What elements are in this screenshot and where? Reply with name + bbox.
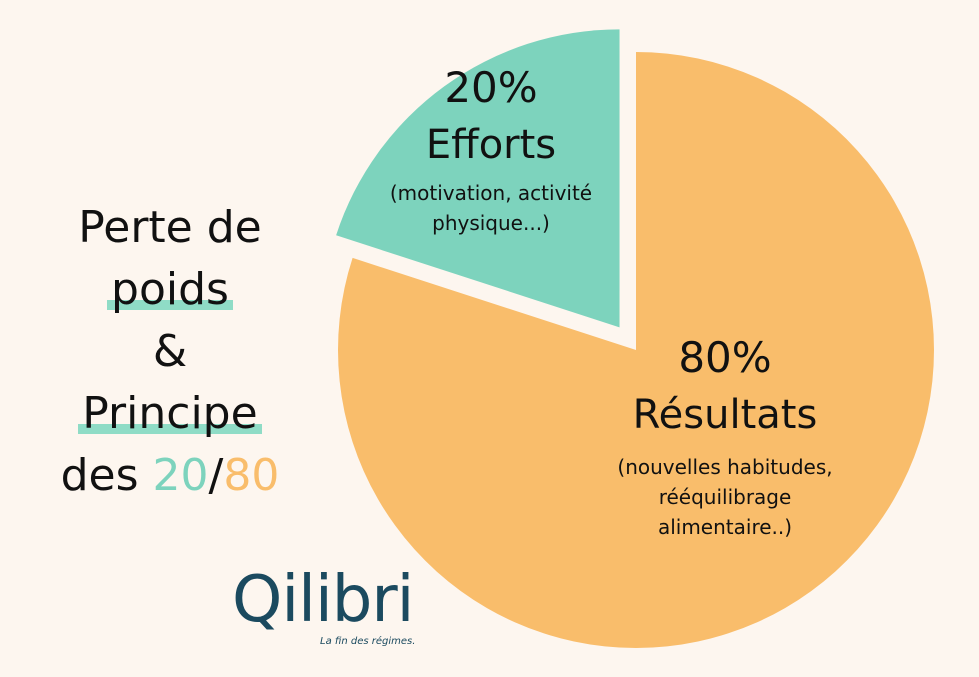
efforts-percent: 20% <box>444 63 538 112</box>
pie-slice-resultats <box>338 52 935 648</box>
qilibri-logo: Qilibri La fin des régimes. <box>232 560 422 660</box>
pie-slice-efforts <box>336 29 620 328</box>
title-prefix: des <box>60 450 153 501</box>
logo-tagline: La fin des régimes. <box>320 636 416 647</box>
title-line-5: des 20/80 <box>30 445 310 507</box>
resultats-percent: 80% <box>678 333 772 382</box>
logo-wordmark: Qilibri <box>232 563 414 637</box>
title-number-20: 20 <box>152 450 209 501</box>
resultats-category: Résultats <box>632 392 818 438</box>
title-slash: / <box>208 450 224 501</box>
title-number-80: 80 <box>223 450 280 501</box>
title-line-2: poids <box>107 264 233 315</box>
resultats-description: (nouvelles habitudes, rééquilibrage alim… <box>617 455 833 539</box>
title-line-4: Principe <box>78 388 262 439</box>
title-line-3: & <box>152 326 188 377</box>
title-line-1: Perte de <box>78 202 262 253</box>
efforts-slice-label: 20% Efforts (motivation, activité physiq… <box>356 60 626 238</box>
efforts-description: (motivation, activité physique...) <box>389 181 593 235</box>
resultats-slice-label: 80% Résultats (nouvelles habitudes, rééq… <box>590 330 860 542</box>
efforts-category: Efforts <box>425 122 557 168</box>
chart-title: Perte de poids & Principe des 20/80 <box>30 197 310 507</box>
